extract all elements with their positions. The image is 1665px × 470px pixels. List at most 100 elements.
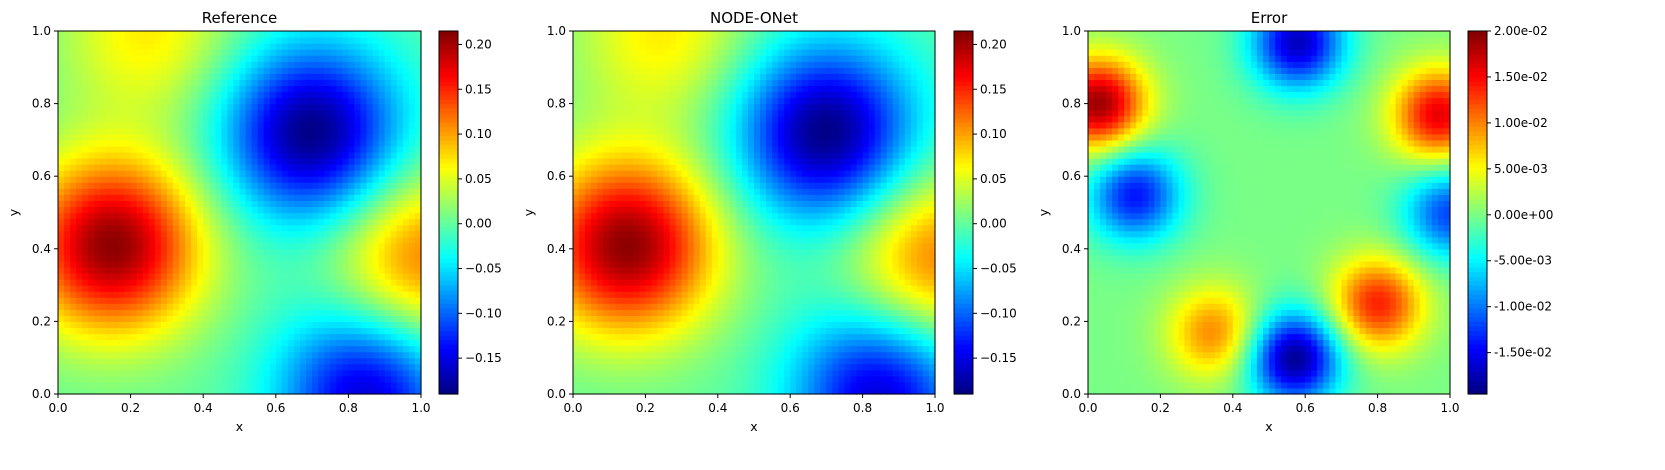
heatmap-cell: [82, 266, 89, 274]
heatmap-cell: [130, 200, 138, 208]
heatmap-cell: [633, 109, 640, 117]
heatmap-cell: [263, 37, 271, 44]
heatmap-cell: [70, 285, 77, 292]
heatmap-cell: [191, 315, 198, 322]
heatmap-cell: [203, 236, 210, 244]
heatmap-cell: [645, 333, 653, 341]
heatmap-cell: [154, 315, 162, 322]
heatmap-cell: [318, 61, 325, 68]
heatmap-cell: [318, 369, 325, 377]
heatmap-cell: [112, 73, 120, 80]
heatmap-cell: [215, 182, 222, 189]
heatmap-cell: [585, 363, 592, 371]
heatmap-cell: [94, 297, 101, 304]
heatmap-cell: [160, 97, 168, 105]
heatmap-cell: [300, 357, 307, 365]
heatmap-cell: [251, 97, 259, 105]
heatmap-cell: [209, 127, 216, 135]
heatmap-cell: [330, 339, 337, 347]
heatmap-cell: [106, 351, 114, 359]
heatmap-cell: [251, 375, 259, 383]
heatmap-cell: [639, 333, 646, 341]
heatmap-cell: [675, 103, 683, 111]
heatmap-cell: [197, 170, 204, 177]
heatmap-cell: [287, 230, 295, 238]
heatmap-cell: [657, 363, 665, 371]
heatmap-cell: [597, 279, 604, 286]
heatmap-cell: [269, 194, 277, 201]
heatmap-cell: [597, 91, 604, 99]
heatmap-cell: [603, 121, 610, 129]
heatmap-cell: [64, 170, 71, 177]
heatmap-cell: [58, 273, 65, 280]
heatmap-cell: [179, 182, 186, 189]
heatmap-cell: [160, 387, 168, 395]
heatmap-cell: [124, 242, 132, 250]
heatmap-cell: [408, 236, 416, 244]
colorbar-segment: [439, 53, 458, 59]
heatmap-cell: [257, 315, 265, 322]
heatmap-cell: [354, 273, 362, 280]
heatmap-cell: [396, 79, 404, 87]
heatmap-cell: [257, 121, 265, 129]
heatmap-cell: [227, 49, 235, 56]
heatmap-cell: [245, 182, 253, 189]
heatmap-cell: [348, 170, 356, 177]
heatmap-cell: [130, 212, 138, 220]
heatmap-cell: [287, 176, 295, 183]
heatmap-cell: [166, 115, 174, 123]
heatmap-cell: [70, 200, 77, 208]
heatmap-cell: [663, 37, 671, 44]
heatmap-cell: [597, 339, 604, 347]
heatmap-cell: [197, 133, 204, 141]
heatmap-cell: [215, 139, 222, 147]
heatmap-cell: [245, 375, 253, 383]
heatmap-cell: [306, 345, 313, 353]
heatmap-cell: [191, 230, 198, 238]
heatmap-cell: [396, 145, 404, 153]
heatmap-cell: [197, 67, 204, 74]
heatmap-cell: [130, 61, 138, 68]
colorbar-segment: [439, 71, 458, 77]
heatmap-cell: [215, 152, 222, 159]
heatmap-cell: [378, 363, 386, 371]
heatmap-cell: [269, 248, 277, 256]
heatmap-cell: [318, 339, 325, 347]
heatmap-cell: [318, 37, 325, 44]
heatmap-cell: [657, 224, 665, 232]
heatmap-cell: [215, 31, 222, 38]
heatmap-cell: [148, 97, 156, 105]
heatmap-cell: [263, 315, 271, 322]
heatmap-cell: [354, 279, 362, 286]
heatmap-cell: [227, 321, 235, 329]
heatmap-cell: [281, 206, 289, 214]
heatmap-cell: [354, 212, 362, 220]
heatmap-cell: [239, 31, 247, 38]
heatmap-cell: [318, 345, 325, 353]
heatmap-cell: [354, 224, 362, 232]
heatmap-cell: [609, 236, 616, 244]
heatmap-cell: [366, 248, 374, 256]
heatmap-cell: [372, 67, 380, 74]
heatmap-cell: [215, 212, 222, 220]
heatmap-cell: [621, 230, 628, 238]
heatmap-cell: [348, 43, 356, 50]
heatmap-cell: [118, 369, 126, 377]
heatmap-cell: [603, 170, 610, 177]
heatmap-cell: [215, 285, 222, 292]
heatmap-cell: [82, 152, 89, 159]
heatmap-cell: [318, 218, 325, 226]
heatmap-cell: [693, 103, 701, 111]
heatmap-cell: [396, 127, 404, 135]
heatmap-cell: [609, 43, 616, 50]
heatmap-cell: [693, 164, 701, 171]
heatmap-cell: [191, 363, 198, 371]
heatmap-cell: [160, 254, 168, 262]
heatmap-cell: [94, 345, 101, 353]
heatmap-cell: [179, 242, 186, 250]
heatmap-cell: [621, 375, 628, 383]
heatmap-cell: [669, 333, 677, 341]
heatmap-cell: [154, 176, 162, 183]
heatmap-cell: [100, 121, 107, 129]
heatmap-cell: [191, 139, 198, 147]
